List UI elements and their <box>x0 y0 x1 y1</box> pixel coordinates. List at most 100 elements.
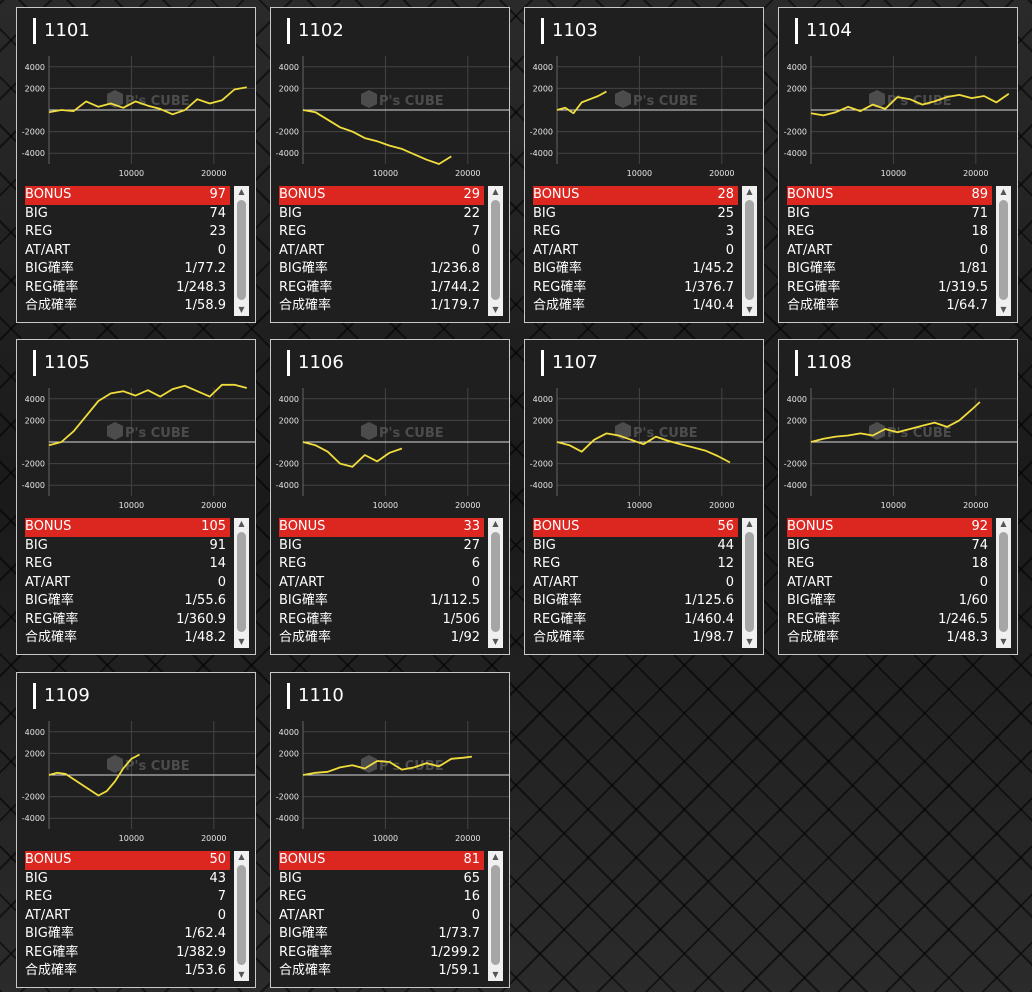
stat-value: 92 <box>971 519 988 534</box>
scrollbar[interactable]: ▲ ▼ <box>488 518 503 648</box>
stat-row-big-rate: BIG確率 1/62.4 <box>25 925 230 944</box>
stat-label: 合成確率 <box>25 963 78 978</box>
triangle-down-icon[interactable]: ▼ <box>1000 305 1007 314</box>
scrollbar[interactable]: ▲ ▼ <box>742 518 757 648</box>
x-tick-label: 10000 <box>119 169 144 178</box>
triangle-down-icon[interactable]: ▼ <box>238 637 245 646</box>
triangle-up-icon[interactable]: ▲ <box>1000 187 1007 196</box>
y-tick-label: 2000 <box>279 84 299 93</box>
machine-card-1103[interactable]: 1103 P's CUBE 4000 2000 -2000 -4000 10000 2000… <box>524 7 764 323</box>
stat-value: 1/45.2 <box>692 261 734 276</box>
machine-card-1108[interactable]: 1108 P's CUBE 4000 2000 -2000 -4000 10000 2000… <box>778 339 1018 655</box>
scrollbar[interactable]: ▲ ▼ <box>234 186 249 316</box>
stat-value: 0 <box>217 907 226 923</box>
triangle-up-icon[interactable]: ▲ <box>238 852 245 861</box>
x-tick-label: 20000 <box>201 501 226 510</box>
triangle-down-icon[interactable]: ▼ <box>238 305 245 314</box>
stat-label: REG確率 <box>533 611 587 627</box>
machine-card-1105[interactable]: 1105 P's CUBE 4000 2000 -2000 -4000 10000 2000… <box>16 339 256 655</box>
stat-value: 1/55.6 <box>184 593 226 608</box>
machine-number: 1105 <box>33 350 90 376</box>
stat-label: BIG確率 <box>533 261 582 276</box>
stat-row-big-rate: BIG確率 1/77.2 <box>25 260 230 279</box>
scrollbar[interactable]: ▲ ▼ <box>234 518 249 648</box>
scrollbar-thumb[interactable] <box>237 532 246 632</box>
svg-text:P's CUBE: P's CUBE <box>379 426 444 441</box>
stats-list: BONUS 50 BIG 43 REG 7 AT/ART 0 BIG確率 1/6… <box>25 851 249 981</box>
machine-card-1107[interactable]: 1107 P's CUBE 4000 2000 -2000 -4000 10000 2000… <box>524 339 764 655</box>
machine-card-1104[interactable]: 1104 P's CUBE 4000 2000 -2000 -4000 10000 2000… <box>778 7 1018 323</box>
scrollbar-thumb[interactable] <box>237 865 246 965</box>
triangle-down-icon[interactable]: ▼ <box>238 970 245 979</box>
stat-row-reg-rate: REG確率 1/248.3 <box>25 279 230 298</box>
series-line <box>810 93 1010 117</box>
triangle-up-icon[interactable]: ▲ <box>746 519 753 528</box>
machine-number: 1107 <box>541 350 598 376</box>
x-tick-label: 10000 <box>627 169 652 178</box>
x-tick-label: 10000 <box>373 169 398 178</box>
scrollbar-thumb[interactable] <box>491 865 500 965</box>
machine-card-1109[interactable]: 1109 P's CUBE 4000 2000 -2000 -4000 10000 2000… <box>16 672 256 988</box>
stat-value: 44 <box>717 537 734 553</box>
machine-number: 1102 <box>287 18 344 44</box>
scrollbar-thumb[interactable] <box>999 532 1008 632</box>
machine-card-1106[interactable]: 1106 P's CUBE 4000 2000 -2000 -4000 10000 2000… <box>270 339 510 655</box>
triangle-up-icon[interactable]: ▲ <box>492 519 499 528</box>
stat-row-big: BIG 74 <box>25 205 230 224</box>
y-tick-label: 4000 <box>533 63 553 72</box>
y-tick-label: 2000 <box>279 749 299 758</box>
triangle-up-icon[interactable]: ▲ <box>238 187 245 196</box>
triangle-up-icon[interactable]: ▲ <box>746 187 753 196</box>
triangle-down-icon[interactable]: ▼ <box>492 970 499 979</box>
triangle-up-icon[interactable]: ▲ <box>492 852 499 861</box>
machine-card-1110[interactable]: 1110 P's CUBE 4000 2000 -2000 -4000 10000 2000… <box>270 672 510 988</box>
series-line <box>48 383 248 447</box>
scrollbar-thumb[interactable] <box>745 200 754 300</box>
stat-row-big: BIG 27 <box>279 537 484 556</box>
svg-text:P's CUBE: P's CUBE <box>125 426 190 441</box>
x-tick-label: 20000 <box>455 834 480 843</box>
triangle-down-icon[interactable]: ▼ <box>492 305 499 314</box>
stat-row-bonus: BONUS 29 <box>279 186 484 205</box>
x-tick-label: 20000 <box>963 169 988 178</box>
scrollbar[interactable]: ▲ ▼ <box>996 518 1011 648</box>
scrollbar-thumb[interactable] <box>491 532 500 632</box>
stat-label: 合成確率 <box>279 963 332 978</box>
triangle-up-icon[interactable]: ▲ <box>1000 519 1007 528</box>
stat-label: AT/ART <box>279 242 325 258</box>
stats-list: BONUS 97 BIG 74 REG 23 AT/ART 0 BIG確率 1/… <box>25 186 249 316</box>
stat-row-total-rate: 合成確率 1/53.6 <box>25 962 230 981</box>
triangle-down-icon[interactable]: ▼ <box>492 637 499 646</box>
scrollbar[interactable]: ▲ ▼ <box>488 851 503 981</box>
triangle-down-icon[interactable]: ▼ <box>746 637 753 646</box>
stat-label: 合成確率 <box>787 298 840 313</box>
slump-chart: P's CUBE 4000 2000 -2000 -4000 10000 20000 <box>525 380 765 520</box>
stat-label: REG <box>25 556 53 571</box>
stat-value: 1/48.3 <box>946 630 988 645</box>
chart-svg: P's CUBE 4000 2000 -2000 -4000 10000 20000 <box>784 388 1017 510</box>
slump-chart: P's CUBE 4000 2000 -2000 -4000 10000 20000 <box>271 48 511 188</box>
machine-card-1101[interactable]: 1101 P's CUBE 4000 2000 -2000 -4000 10000 2000… <box>16 7 256 323</box>
stat-row-bonus: BONUS 97 <box>25 186 230 205</box>
pscube-logo-watermark: P's CUBE <box>107 755 190 774</box>
scrollbar[interactable]: ▲ ▼ <box>234 851 249 981</box>
stat-label: REG確率 <box>25 279 79 295</box>
triangle-down-icon[interactable]: ▼ <box>746 305 753 314</box>
triangle-up-icon[interactable]: ▲ <box>492 187 499 196</box>
scrollbar[interactable]: ▲ ▼ <box>488 186 503 316</box>
stat-label: 合成確率 <box>279 630 332 645</box>
stat-value: 23 <box>209 224 226 239</box>
stat-value: 0 <box>217 574 226 590</box>
scrollbar[interactable]: ▲ ▼ <box>996 186 1011 316</box>
machine-card-1102[interactable]: 1102 P's CUBE 4000 2000 -2000 -4000 10000 2000… <box>270 7 510 323</box>
scrollbar-thumb[interactable] <box>491 200 500 300</box>
y-tick-label: 2000 <box>533 84 553 93</box>
scrollbar-thumb[interactable] <box>745 532 754 632</box>
scrollbar[interactable]: ▲ ▼ <box>742 186 757 316</box>
scrollbar-thumb[interactable] <box>237 200 246 300</box>
series-line <box>302 109 452 165</box>
scrollbar-thumb[interactable] <box>999 200 1008 300</box>
triangle-up-icon[interactable]: ▲ <box>238 519 245 528</box>
triangle-down-icon[interactable]: ▼ <box>1000 637 1007 646</box>
stat-label: AT/ART <box>25 574 71 590</box>
